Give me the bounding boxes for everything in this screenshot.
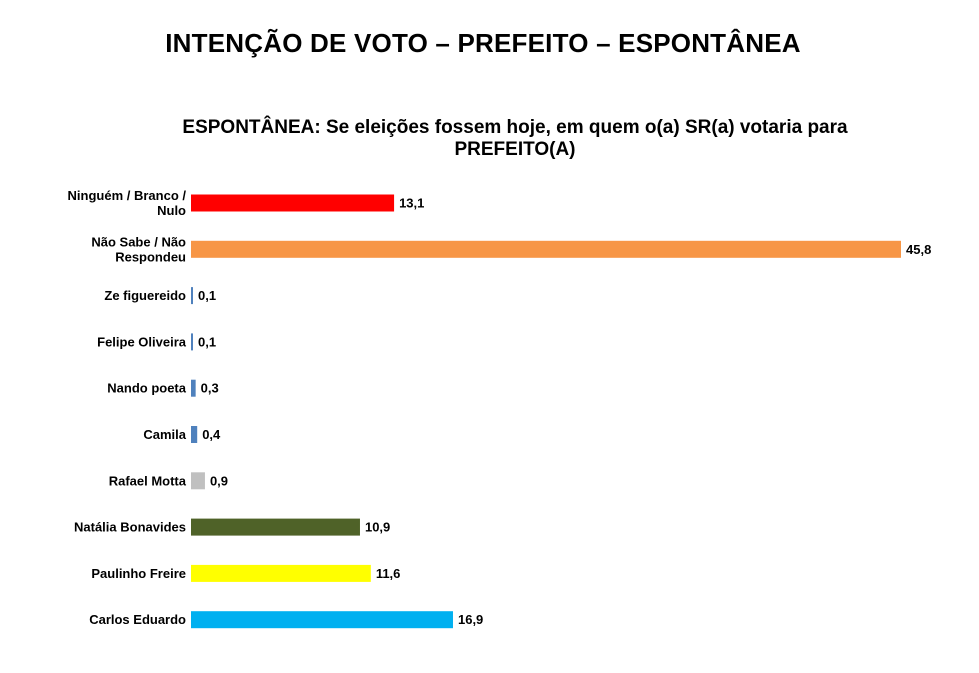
category-label: Rafael Motta [109,473,187,488]
page-title: INTENÇÃO DE VOTO – PREFEITO – ESPONTÂNEA [165,28,801,58]
category-label: Ze figuereido [104,288,186,303]
value-label: 0,1 [198,288,216,303]
value-label: 13,1 [399,196,424,211]
value-label: 45,8 [906,242,931,257]
value-label: 10,9 [365,520,390,535]
bar [191,426,198,443]
category-label: Nando poeta [107,381,186,396]
bars-group: Ninguém / Branco / Nulo 13,1 Não Sabe / Não… [68,188,931,629]
category-label: Felipe Oliveira [97,334,187,349]
value-label: 0,9 [210,473,228,488]
bar [191,472,205,490]
bar [191,194,395,212]
bar [191,611,453,629]
value-label: 16,9 [458,612,483,627]
category-label: Paulinho Freire [91,566,186,581]
category-label: Carlos Eduardo [89,612,186,627]
value-label: 0,4 [202,427,221,442]
value-label: 0,1 [198,334,216,349]
category-label: Ninguém / Branco / Nulo [68,188,187,218]
bar [191,333,193,351]
value-label: 11,6 [376,566,401,581]
chart-title: ESPONTÂNEA: Se eleições fossem hoje, em … [182,117,848,160]
value-label: 0,3 [201,381,219,396]
bar [191,564,371,582]
category-label: Não Sabe / Não Respondeu [91,234,186,264]
bar [191,240,901,258]
bar [191,287,193,305]
category-label: Natália Bonavides [74,520,186,535]
bar [191,518,360,536]
bar [191,379,196,397]
category-label: Camila [143,427,186,442]
